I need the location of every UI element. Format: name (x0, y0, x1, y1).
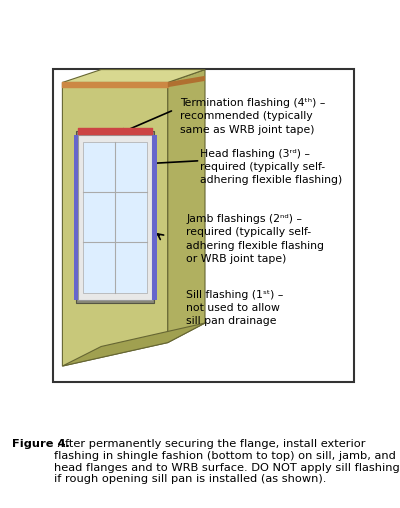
Text: Sill flashing (1ˢᵗ) –
not used to allow
sill pan drainage: Sill flashing (1ˢᵗ) – not used to allow … (186, 290, 284, 326)
Text: Termination flashing (4ᵗʰ) –
recommended (typically
same as WRB joint tape): Termination flashing (4ᵗʰ) – recommended… (180, 98, 326, 135)
Polygon shape (168, 70, 205, 342)
Text: After permanently securing the flange, install exterior flashing in shingle fash: After permanently securing the flange, i… (54, 439, 400, 484)
Polygon shape (62, 323, 205, 366)
Bar (76, 132, 154, 303)
Text: Jamb flashings (2ⁿᵈ) –
required (typically self-
adhering flexible flashing
or W: Jamb flashings (2ⁿᵈ) – required (typical… (186, 214, 324, 264)
Bar (84, 142, 147, 293)
Text: Head flashing (3ʳᵈ) –
required (typically self-
adhering flexible flashing): Head flashing (3ʳᵈ) – required (typicall… (200, 149, 342, 185)
Polygon shape (62, 82, 168, 366)
FancyBboxPatch shape (53, 69, 354, 382)
Bar (78, 135, 152, 300)
Bar (152, 135, 157, 300)
Polygon shape (168, 76, 205, 87)
Bar (74, 135, 78, 300)
Polygon shape (62, 70, 205, 82)
Text: Figure 4.: Figure 4. (12, 439, 70, 450)
